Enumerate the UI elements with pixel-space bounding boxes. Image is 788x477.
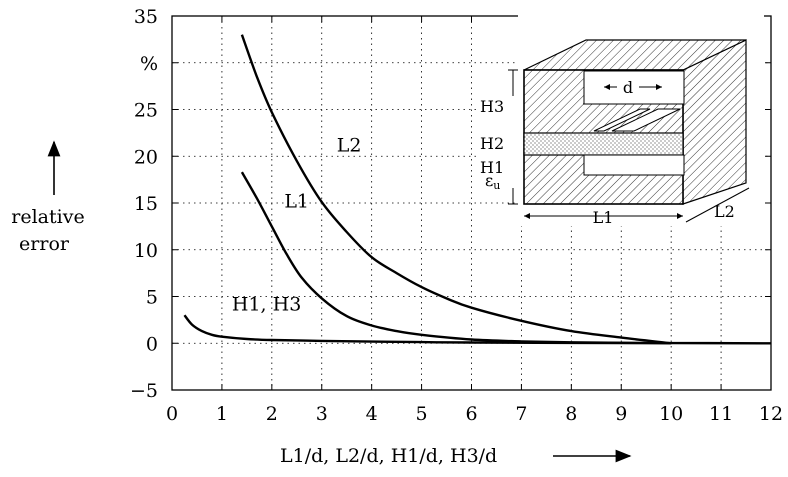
inset-label-d: d [623, 78, 633, 97]
inset-label-eps-sub: u [493, 179, 500, 192]
inset-label-l1: L1 [593, 208, 614, 227]
substrate-layer [523, 132, 684, 156]
y-tick-label: 10 [134, 240, 158, 262]
series-label-h1-h3: H1, H3 [232, 294, 301, 316]
y-tick-label: % [140, 53, 158, 75]
x-tick-label: 4 [366, 403, 378, 425]
x-axis-label-text: L1/d, L2/d, H1/d, H3/d [280, 445, 497, 467]
x-tick-label: 7 [515, 403, 527, 425]
inset-label-eps: εu [485, 171, 500, 192]
x-tick-label: 3 [316, 403, 328, 425]
y-tick-label: 0 [146, 333, 158, 355]
x-tick-label: 8 [565, 403, 577, 425]
y-tick-label: −5 [130, 380, 158, 402]
l2-dimension-arrow [685, 187, 750, 223]
x-tick-label: 6 [465, 403, 477, 425]
inset-label-eps-symbol: ε [485, 171, 493, 190]
series-label-l1: L1 [284, 191, 309, 213]
inset-label-l2: L2 [714, 202, 735, 221]
x-tick-label: 1 [216, 403, 228, 425]
series-label-l2: L2 [337, 135, 362, 157]
x-tick-label: 11 [709, 403, 733, 425]
x-axis-label: L1/d, L2/d, H1/d, H3/d [280, 445, 632, 467]
y-tick-label: 25 [134, 100, 158, 122]
y-tick-label: 15 [134, 193, 158, 215]
data-curves [183, 34, 772, 345]
y-axis-label-line-1: relative [11, 206, 84, 228]
y-axis-label: relative error [11, 140, 85, 255]
y-tick-label: 35 [134, 6, 158, 28]
conductor-strip-left [593, 108, 651, 132]
lower-cavity [583, 154, 685, 176]
x-tick-label: 12 [759, 403, 783, 425]
curve-labels: L2 L1 H1, H3 [232, 135, 362, 316]
x-tick-label: 2 [266, 403, 278, 425]
inset-label-h2: H2 [480, 134, 504, 153]
x-tick-label: 9 [615, 403, 627, 425]
x-tick-label: 0 [166, 403, 178, 425]
inset-label-h1: H1 [480, 158, 504, 177]
x-tick-label: 10 [659, 403, 683, 425]
series-line-l2 [240, 34, 672, 345]
x-tick-label: 5 [416, 403, 428, 425]
geometry-inset: d H3 H2 H1 εu L1 L2 [478, 14, 764, 227]
inset-label-h3: H3 [480, 97, 504, 116]
y-tick-label: 5 [146, 287, 158, 309]
y-tick-label: 20 [134, 146, 158, 168]
conductor-strip-right [611, 108, 681, 132]
series-line-h1-h3 [183, 314, 772, 345]
y-axis-label-line-2: error [19, 233, 70, 255]
